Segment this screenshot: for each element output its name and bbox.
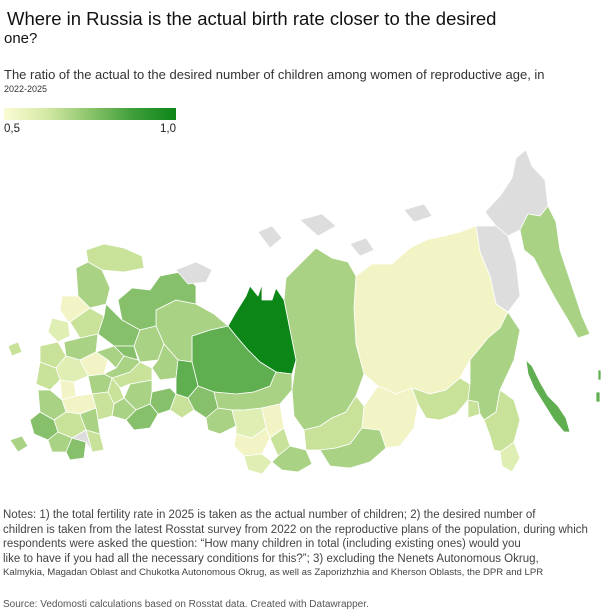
region-volgograd[interactable]: [79, 407, 101, 435]
notes-line-1: Notes: 1) the total fertility rate in 20…: [3, 509, 536, 521]
region-vladimir[interactable]: [103, 355, 141, 379]
region-altai-republic[interactable]: [243, 453, 273, 475]
legend-gradient-bar: [4, 108, 176, 120]
arctic-islands: [175, 203, 433, 285]
notes-line-2: children is taken from the latest Rossta…: [3, 523, 588, 536]
region-primorye[interactable]: [483, 389, 521, 453]
color-legend: 0,5 1,0: [4, 108, 176, 135]
region-orenburg[interactable]: [125, 403, 159, 431]
russia-choropleth-map: [7, 149, 602, 475]
chart-title: Where in Russia is the actual birth rate…: [4, 8, 594, 48]
region-krasnoyarsk[interactable]: [283, 247, 365, 431]
legend-min-label: 0,5: [4, 123, 20, 135]
region-primorye-south[interactable]: [499, 441, 521, 473]
region-sakhalin[interactable]: [525, 359, 571, 433]
subtitle-line-2: 2022-2025: [4, 84, 48, 94]
chart-subtitle: The ratio of the actual to the desired n…: [4, 67, 608, 95]
region-tuva[interactable]: [271, 445, 313, 473]
region-kaliningrad[interactable]: [7, 341, 23, 357]
region-zabaykalsky[interactable]: [361, 385, 419, 449]
region-kamchatka[interactable]: [519, 205, 591, 339]
region-dagestan[interactable]: [65, 437, 87, 461]
subtitle-line-1: The ratio of the actual to the desired n…: [4, 67, 545, 82]
region-altai-krai[interactable]: [233, 427, 271, 457]
notes-line-4: like to have if you had all the necessar…: [3, 552, 539, 565]
region-crimea[interactable]: [9, 435, 29, 453]
notes-line-5: Kalmykia, Magadan Oblast and Chukotka Au…: [3, 567, 544, 578]
region-kurils[interactable]: [595, 369, 602, 403]
chart-source: Source: Vedomosti calculations based on …: [3, 599, 369, 610]
chart-notes: Notes: 1) the total fertility rate in 20…: [3, 508, 607, 581]
region-kalmykia[interactable]: [71, 429, 93, 453]
notes-line-3: respondents were asked the question: “Ho…: [3, 538, 521, 550]
region-pskov[interactable]: [47, 317, 71, 343]
legend-max-label: 1,0: [160, 123, 176, 135]
region-bryansk[interactable]: [35, 361, 61, 391]
title-line-2: one?: [4, 30, 38, 47]
title-line-1: Where in Russia is the actual birth rate…: [7, 8, 497, 29]
